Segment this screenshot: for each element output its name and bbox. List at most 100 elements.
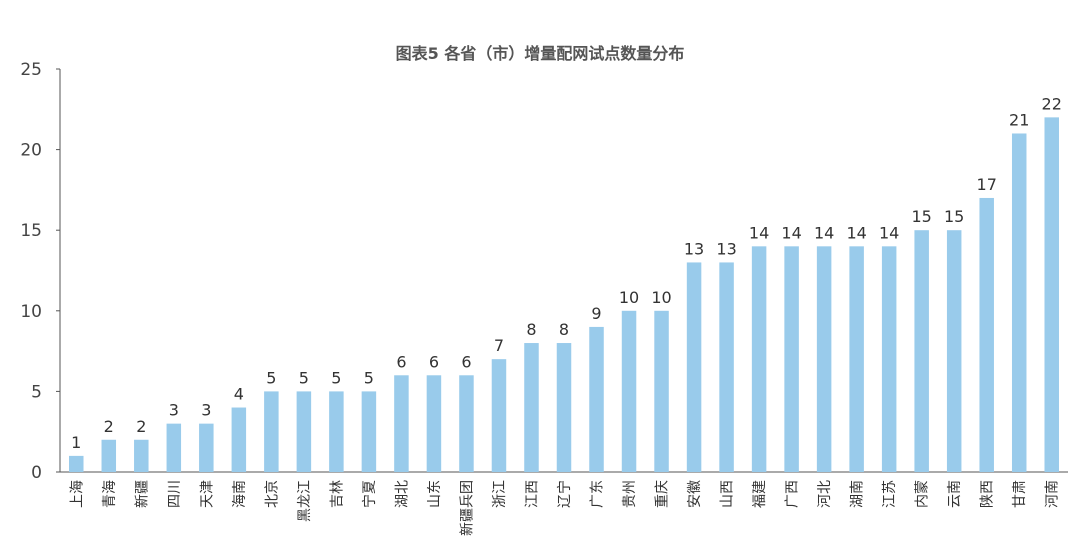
y-tick-label: 0: [31, 463, 42, 483]
bar: [719, 262, 734, 472]
data-label: 14: [814, 223, 834, 242]
bar: [621, 310, 637, 472]
data-label: 14: [846, 223, 866, 242]
bar: [231, 407, 247, 472]
x-tick-label: 四川: [167, 480, 183, 508]
bar: [751, 246, 767, 472]
bar: [134, 439, 149, 472]
bar: [361, 391, 377, 472]
data-label: 2: [104, 417, 114, 436]
data-label: 17: [977, 175, 997, 194]
bar: [296, 391, 312, 472]
bar: [394, 375, 409, 472]
data-label: 7: [494, 336, 504, 355]
y-tick-label: 25: [20, 60, 42, 80]
bar: [101, 439, 117, 472]
data-label: 14: [879, 223, 899, 242]
x-tick-label: 福建: [752, 480, 768, 508]
bar: [849, 246, 864, 472]
data-label: 13: [684, 239, 704, 258]
data-label: 13: [716, 239, 736, 258]
bar: [816, 246, 832, 472]
data-label: 14: [781, 223, 801, 242]
bar: [1011, 133, 1027, 473]
data-label: 3: [201, 401, 211, 420]
bar: [1044, 117, 1059, 473]
data-label: 5: [299, 368, 309, 387]
x-tick-label: 新疆兵团: [459, 480, 475, 536]
bar: [264, 391, 279, 472]
x-tick-label: 河南: [1045, 480, 1061, 508]
bar: [686, 262, 702, 472]
data-label: 9: [591, 304, 601, 323]
data-label: 6: [461, 352, 471, 371]
x-tick-label: 湖北: [394, 480, 410, 508]
x-tick-label: 重庆: [655, 480, 671, 508]
chart-title: 图表5 各省（市）增量配网试点数量分布: [395, 44, 685, 63]
x-tick-label: 广西: [785, 480, 801, 508]
x-tick-label: 安徽: [687, 480, 703, 508]
data-label: 14: [749, 223, 769, 242]
x-tick-label: 河北: [817, 480, 833, 508]
y-tick-label: 5: [31, 382, 42, 402]
data-label: 1: [71, 433, 81, 452]
data-label: 8: [559, 320, 569, 339]
data-label: 5: [331, 368, 341, 387]
data-label: 15: [911, 207, 931, 226]
data-label: 3: [169, 401, 179, 420]
bar: [199, 423, 214, 472]
bar: [329, 391, 344, 472]
data-label: 6: [429, 352, 439, 371]
x-tick-label: 黑龙江: [297, 480, 313, 522]
x-tick-label: 吉林: [329, 480, 345, 508]
data-label: 10: [619, 288, 639, 307]
x-tick-label: 北京: [264, 480, 280, 508]
bar: [69, 455, 84, 472]
bar: [491, 359, 507, 472]
x-tick-label: 山东: [427, 480, 443, 508]
data-label: 5: [364, 368, 374, 387]
data-label: 6: [396, 352, 406, 371]
data-label: 2: [136, 417, 146, 436]
data-label: 10: [651, 288, 671, 307]
bar: [881, 246, 897, 472]
x-tick-label: 江苏: [882, 480, 898, 508]
bar: [459, 375, 474, 472]
x-tick-label: 新疆: [134, 480, 150, 508]
bar: [946, 230, 962, 472]
x-tick-label: 山西: [720, 480, 736, 508]
bar: [524, 343, 539, 472]
x-tick-label: 广东: [590, 480, 606, 508]
x-tick-label: 海南: [232, 480, 248, 508]
bar: [556, 343, 572, 472]
y-tick-label: 10: [20, 302, 42, 322]
data-label: 5: [266, 368, 276, 387]
y-tick-label: 15: [20, 221, 42, 241]
x-tick-label: 江西: [524, 480, 540, 508]
x-tick-label: 内蒙: [915, 480, 931, 508]
x-tick-label: 浙江: [492, 480, 508, 508]
x-tick-label: 甘肃: [1012, 480, 1028, 508]
bar: [426, 375, 442, 472]
data-label: 15: [944, 207, 964, 226]
x-tick-label: 青海: [102, 480, 118, 508]
bar: [166, 423, 182, 472]
data-label: 8: [526, 320, 536, 339]
x-tick-label: 宁夏: [361, 480, 378, 508]
x-tick-label: 天津: [199, 480, 215, 508]
data-label: 4: [234, 385, 244, 404]
bar: [654, 310, 669, 472]
bar: [914, 230, 929, 472]
bar: [979, 197, 994, 472]
data-label: 22: [1042, 94, 1062, 113]
y-tick-label: 20: [20, 141, 42, 161]
x-tick-label: 贵州: [622, 480, 638, 508]
data-label: 21: [1009, 110, 1029, 129]
x-tick-label: 云南: [947, 480, 963, 508]
bar: [589, 326, 604, 472]
x-tick-label: 辽宁: [556, 480, 573, 508]
x-tick-label: 湖南: [850, 480, 866, 508]
x-tick-label: 上海: [69, 480, 85, 508]
x-tick-label: 陕西: [980, 480, 996, 508]
